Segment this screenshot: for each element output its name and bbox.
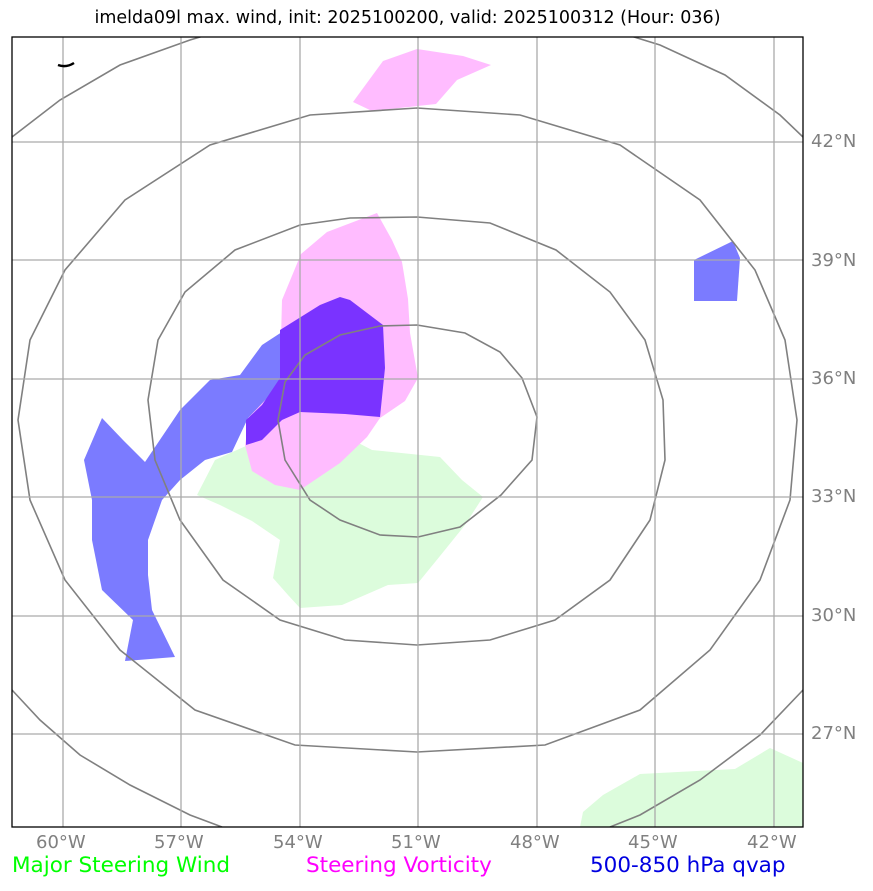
lat-label-30n: 30°N <box>811 605 857 626</box>
range-ring-2 <box>147 216 666 646</box>
lon-label-51w: 51°W <box>391 832 441 853</box>
qvap-region-east <box>694 241 740 301</box>
lon-label-60w: 60°W <box>36 832 86 853</box>
lat-label-27n: 27°N <box>811 723 857 744</box>
steering-vorticity-region-north <box>353 49 491 111</box>
legend-qvap: 500-850 hPa qvap <box>590 853 786 878</box>
lat-label-39n: 39°N <box>811 250 857 271</box>
legend-steering-wind: Major Steering Wind <box>12 853 231 878</box>
lat-label-36n: 36°N <box>811 368 857 389</box>
lon-label-57w: 57°W <box>154 832 204 853</box>
range-ring-3 <box>17 107 798 753</box>
legend-steering-vorticity: Steering Vorticity <box>306 853 492 878</box>
lon-label-48w: 48°W <box>510 832 560 853</box>
range-rings <box>12 37 803 827</box>
steering-wind-region-southeast <box>580 748 803 827</box>
map-frame <box>11 36 804 828</box>
lon-label-42w: 42°W <box>747 832 797 853</box>
coastline-fragment <box>57 61 75 68</box>
lon-label-45w: 45°W <box>628 832 678 853</box>
graticule <box>12 37 803 827</box>
range-ring-1 <box>277 324 538 538</box>
map-title: imelda09l max. wind, init: 2025100200, v… <box>94 8 721 28</box>
range-ring-4 <box>12 37 803 827</box>
lon-label-54w: 54°W <box>273 832 323 853</box>
qvap-region-west <box>84 330 290 661</box>
map-plot-area <box>12 37 803 827</box>
lat-label-42n: 42°N <box>811 131 857 152</box>
lat-label-33n: 33°N <box>811 486 857 507</box>
